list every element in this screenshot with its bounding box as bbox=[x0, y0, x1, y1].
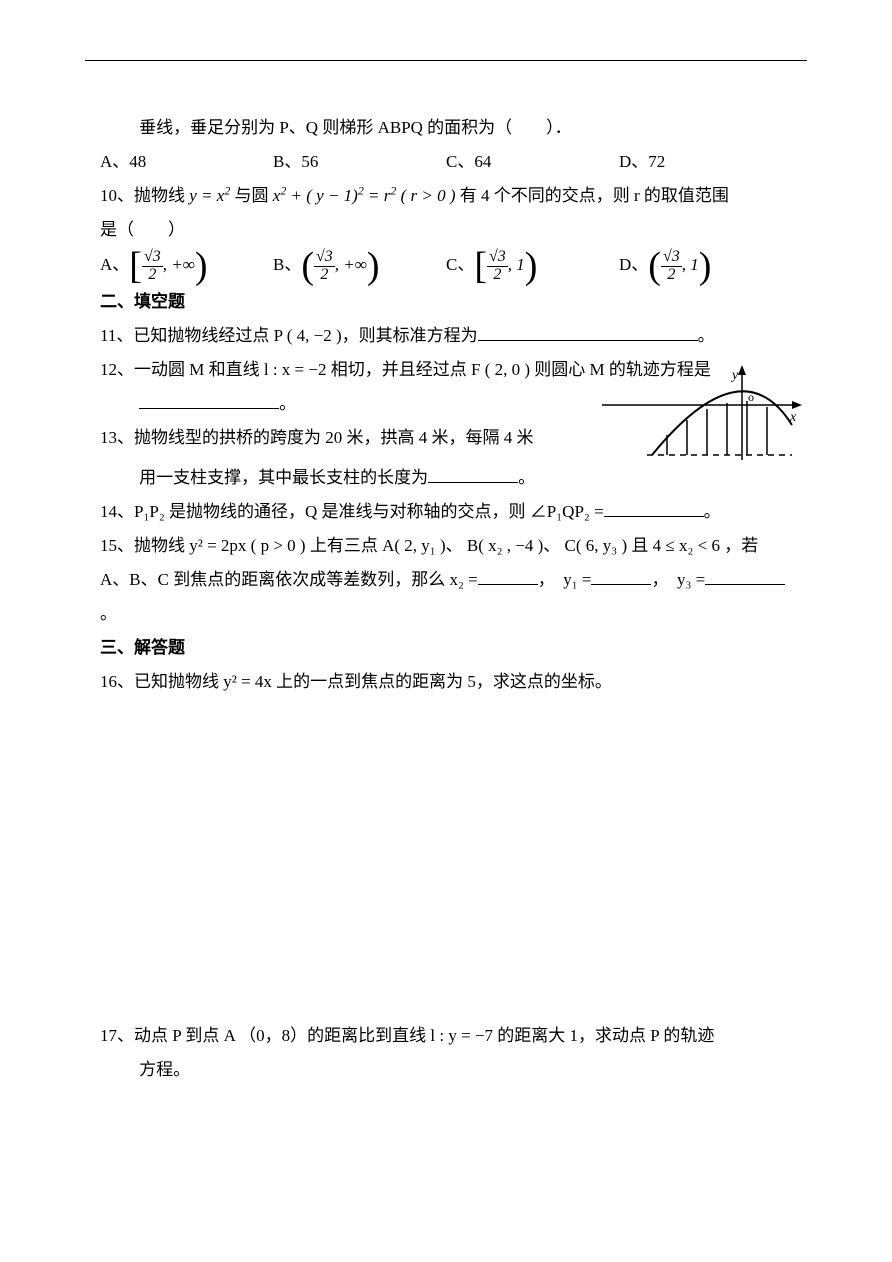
q10-mid1: 与圆 bbox=[230, 186, 273, 205]
q15-line2: A、B、C 到焦点的距离依次成等差数列，那么 x₂ = ， y₁ = ， y₃ = 。 bbox=[100, 563, 792, 631]
q15-blank-x2 bbox=[478, 584, 538, 585]
bracket-l-a: [ bbox=[129, 247, 142, 285]
q10-opt-a: A、[√32, +∞) bbox=[100, 247, 273, 285]
q9-opt-c: C、64 bbox=[446, 145, 619, 179]
frac-c-den: 2 bbox=[487, 267, 508, 284]
q17-line2: 方程。 bbox=[100, 1053, 792, 1087]
bracket-r-c: ) bbox=[525, 247, 538, 285]
document-page: 垂线，垂足分别为 P、Q 则梯形 ABPQ 的面积为（ ）． A、48 B、56… bbox=[0, 0, 892, 1262]
int-c: , 1 bbox=[508, 255, 525, 274]
fig-label-y: y bbox=[730, 368, 739, 383]
q10-eq2d: ( r > 0 ) bbox=[396, 186, 455, 205]
q9-opt-a: A、48 bbox=[100, 145, 273, 179]
q10-opt-c: C、[√32, 1) bbox=[446, 247, 619, 285]
section-3-heading: 三、解答题 bbox=[100, 631, 792, 665]
frac-d: √32 bbox=[661, 249, 682, 284]
q12-blank bbox=[139, 408, 279, 409]
frac-a: √32 bbox=[142, 249, 163, 284]
q15-blank-y1 bbox=[591, 584, 651, 585]
q10-line1: 10、抛物线 y = x2 与圆 x2 + ( y − 1)2 = r2 ( r… bbox=[100, 179, 792, 213]
q17-line1: 17、动点 P 到点 A （0，8）的距离比到直线 l : y = −7 的距离… bbox=[100, 1019, 792, 1053]
q14-text: 14、P₁P₂ 是抛物线的通径，Q 是准线与对称轴的交点，则 ∠P₁QP₂ = bbox=[100, 502, 604, 521]
frac-d-num: √3 bbox=[661, 249, 682, 267]
int-a: , +∞ bbox=[163, 255, 195, 274]
q15-blank-y3 bbox=[705, 584, 785, 585]
int-b: , +∞ bbox=[335, 255, 367, 274]
q15-line1: 15、抛物线 y² = 2px ( p > 0 ) 上有三点 A( 2, y₁ … bbox=[100, 529, 792, 563]
q12-row: 12、一动圆 M 和直线 l : x = −2 相切，并且经过点 F ( 2, … bbox=[100, 353, 792, 455]
q9-opt-d: D、72 bbox=[619, 145, 792, 179]
q9-fragment: 垂线，垂足分别为 P、Q 则梯形 ABPQ 的面积为（ ）． bbox=[100, 111, 792, 145]
bracket-r-a: ) bbox=[195, 247, 208, 285]
q10-eq2b: + ( y − 1) bbox=[286, 186, 358, 205]
bracket-l-b: ( bbox=[301, 247, 314, 285]
q13-tail: 。 bbox=[518, 468, 535, 487]
q13-text2: 用一支柱支撑，其中最长支柱的长度为 bbox=[139, 468, 428, 487]
bridge-figure: y o x bbox=[592, 365, 802, 475]
q15-b3: ， y₃ = bbox=[651, 570, 705, 589]
frac-a-den: 2 bbox=[142, 267, 163, 284]
q15-b2: ， y₁ = bbox=[538, 570, 592, 589]
q14-tail: 。 bbox=[704, 502, 721, 521]
q14-blank bbox=[604, 516, 704, 517]
frac-b: √32 bbox=[314, 249, 335, 284]
q13-blank bbox=[428, 482, 518, 483]
q10-opt-c-prefix: C、 bbox=[446, 255, 474, 274]
q10-opt-b-prefix: B、 bbox=[273, 255, 301, 274]
bridge-svg: y o x bbox=[592, 365, 802, 475]
q11-tail: 。 bbox=[698, 326, 715, 345]
section-2-heading: 二、填空题 bbox=[100, 285, 792, 319]
q11-text: 11、已知抛物线经过点 P ( 4, −2 )，则其标准方程为 bbox=[100, 326, 478, 345]
q10-eq2: x2 + ( y − 1)2 = r2 ( r > 0 ) bbox=[273, 186, 456, 205]
int-d: , 1 bbox=[682, 255, 699, 274]
bracket-l-c: [ bbox=[474, 247, 487, 285]
q9-options: A、48 B、56 C、64 D、72 bbox=[100, 145, 792, 179]
q12-tail: 。 bbox=[279, 394, 296, 413]
q10-opt-b: B、(√32, +∞) bbox=[273, 247, 446, 285]
bracket-r-b: ) bbox=[367, 247, 380, 285]
q10-line2: 是（ ） bbox=[100, 213, 792, 247]
q10-opt-d: D、(√32, 1) bbox=[619, 247, 792, 285]
q10-eq2c: = r bbox=[364, 186, 391, 205]
q10-tail1: 有 4 个不同的交点，则 r 的取值范围 bbox=[456, 186, 729, 205]
top-rule bbox=[85, 60, 807, 61]
frac-d-den: 2 bbox=[661, 267, 682, 284]
frac-c-num: √3 bbox=[487, 249, 508, 267]
q9-opt-b: B、56 bbox=[273, 145, 446, 179]
q15-tail: 。 bbox=[100, 604, 117, 623]
q13-line1: 13、抛物线型的拱桥的跨度为 20 米，拱高 4 米，每隔 4 米 bbox=[100, 421, 560, 455]
bracket-r-d: ) bbox=[699, 247, 712, 285]
q15-b1: A、B、C 到焦点的距离依次成等差数列，那么 x₂ = bbox=[100, 570, 478, 589]
q11: 11、已知抛物线经过点 P ( 4, −2 )，则其标准方程为 。 bbox=[100, 319, 792, 353]
q10-opt-a-prefix: A、 bbox=[100, 255, 129, 274]
frac-c: √32 bbox=[487, 249, 508, 284]
q10-eq1a: y = x bbox=[189, 186, 224, 205]
q10-eq1: y = x2 bbox=[189, 186, 230, 205]
q11-blank bbox=[478, 340, 698, 341]
frac-b-den: 2 bbox=[314, 267, 335, 284]
bracket-l-d: ( bbox=[648, 247, 661, 285]
q10-lead: 10、抛物线 bbox=[100, 186, 189, 205]
q10-options: A、[√32, +∞) B、(√32, +∞) C、[√32, 1) D、(√3… bbox=[100, 247, 792, 285]
q16-workspace bbox=[100, 699, 792, 1019]
frac-b-num: √3 bbox=[314, 249, 335, 267]
q16: 16、已知抛物线 y² = 4x 上的一点到焦点的距离为 5，求这点的坐标。 bbox=[100, 665, 792, 699]
q10-opt-d-prefix: D、 bbox=[619, 255, 648, 274]
q14: 14、P₁P₂ 是抛物线的通径，Q 是准线与对称轴的交点，则 ∠P₁QP₂ = 。 bbox=[100, 495, 792, 529]
frac-a-num: √3 bbox=[142, 249, 163, 267]
